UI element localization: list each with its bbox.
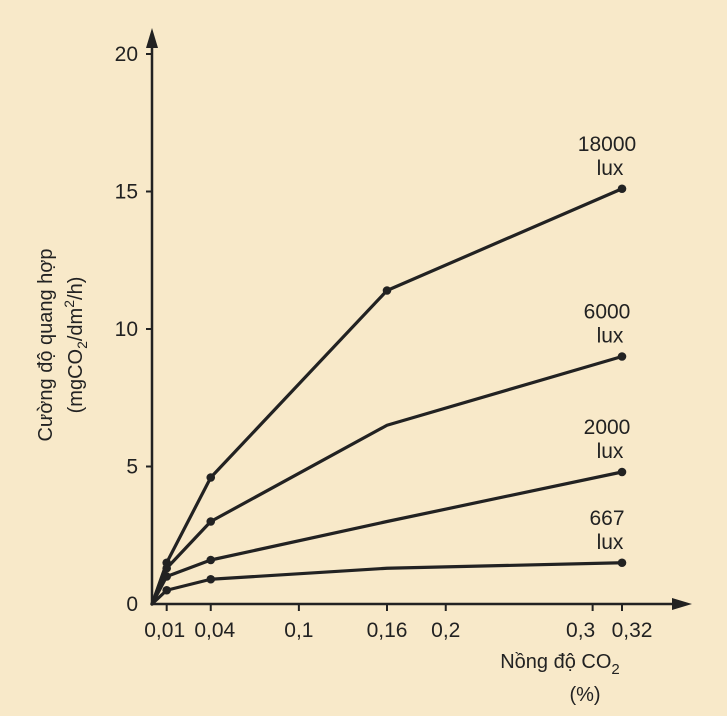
series-label-unit: lux — [597, 157, 624, 180]
series-point — [617, 352, 627, 361]
series-point — [206, 555, 216, 565]
x-tick-label: 0,16 — [367, 619, 408, 642]
series-label-value: 6000 — [584, 301, 631, 324]
series-label-unit: lux — [597, 531, 624, 554]
y-axis-unit-mid: /dm — [65, 308, 87, 341]
y-axis-unit-sub: 2 — [74, 341, 90, 349]
series-point — [162, 572, 171, 581]
series-point — [617, 467, 627, 477]
x-axis-title: Nồng độ CO2 (%) — [500, 651, 620, 706]
x-tick-label: 0,3 — [566, 619, 595, 642]
y-axis-title-line1: Cường độ quang hợp — [35, 248, 57, 441]
x-axis-title-pre: Nồng độ CO — [500, 651, 611, 673]
y-tick-label: 20 — [115, 43, 138, 66]
y-tick-label: 5 — [126, 456, 138, 479]
x-axis-title-line1: Nồng độ CO2 — [500, 651, 620, 678]
series-point — [206, 574, 216, 584]
series-point — [206, 517, 216, 526]
y-tick-label: 15 — [115, 181, 138, 204]
series-label-unit: lux — [597, 325, 624, 348]
series-point — [162, 563, 171, 573]
y-tick-label: 10 — [115, 318, 138, 341]
y-axis-arrow-icon — [146, 28, 158, 48]
series-lines — [150, 184, 627, 606]
y-axis-unit-sup: 2 — [61, 300, 77, 308]
series-label-value: 18000 — [578, 133, 636, 156]
y-axis-title-line2: (mgCO2/dm2/h) — [61, 277, 90, 414]
series-point — [617, 558, 627, 568]
axes — [146, 28, 692, 610]
x-tick-label: 0,01 — [144, 619, 185, 642]
y-axis-unit-post: /h) — [65, 277, 87, 300]
series-line — [150, 470, 624, 606]
series-line — [150, 561, 624, 606]
series-point — [617, 184, 627, 194]
y-axis-title: Cường độ quang hợp (mgCO2/dm2/h) — [35, 248, 90, 441]
series-point — [162, 585, 171, 595]
series-label-unit: lux — [597, 440, 624, 463]
series-line — [150, 187, 624, 606]
x-tick-label: 0,1 — [284, 619, 313, 642]
y-tick-label: 0 — [126, 593, 138, 616]
series-point — [206, 473, 216, 482]
x-axis-title-sub: 2 — [611, 661, 619, 678]
x-tick-label: 0,04 — [194, 619, 235, 642]
x-axis-title-line2: (%) — [569, 684, 600, 706]
x-tick-label: 0,32 — [612, 619, 653, 642]
ticks: 0 5 10 15 20 0,01 0,04 0,1 0,16 0,2 0,3 0,32 — [115, 43, 653, 642]
x-tick-label: 0,2 — [431, 619, 460, 642]
series-point — [382, 286, 392, 295]
x-axis-arrow-icon — [672, 598, 692, 610]
series-label-value: 667 — [589, 507, 624, 530]
y-axis-unit-pre: (mgCO — [65, 349, 87, 413]
series-label-value: 2000 — [584, 416, 631, 439]
